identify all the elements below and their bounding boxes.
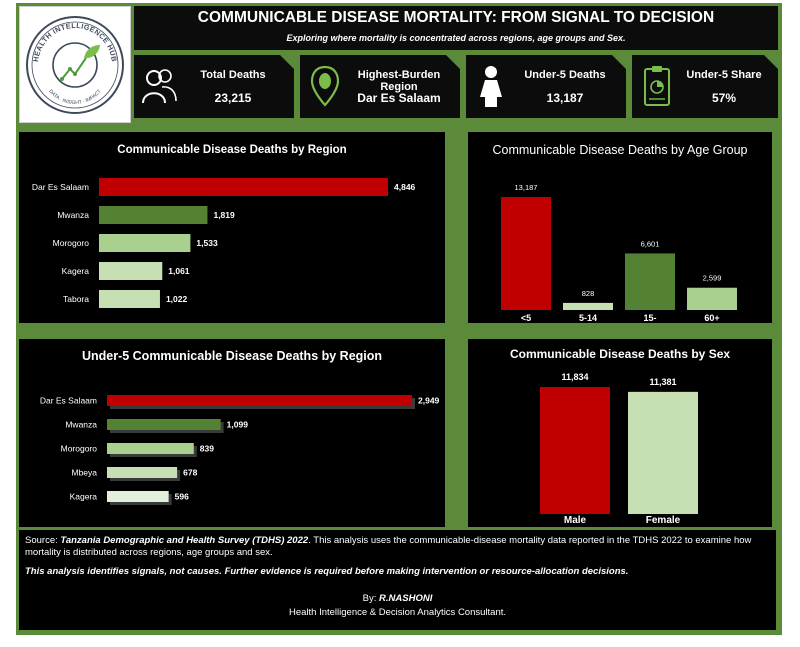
category-label-mbeya: Mbeya — [71, 468, 97, 478]
kpi-under5-share: Under-5 Share 57% — [632, 55, 778, 118]
author-role: Health Intelligence & Decision Analytics… — [288, 607, 507, 618]
chart-panel-deaths-by-region: Communicable Disease Deaths by Region Da… — [19, 132, 445, 323]
bar-dar-es-salaam — [107, 395, 412, 406]
kpi-value: Dar Es Salaam — [357, 91, 441, 105]
people-icon — [142, 69, 177, 104]
category-label-60: 60+ — [704, 313, 719, 323]
source-prefix: Source: — [25, 535, 61, 546]
data-label-morogoro: 1,533 — [196, 238, 218, 248]
category-label-kagera: Kagera — [70, 492, 98, 502]
chart-title: Communicable Disease Deaths by Region — [117, 144, 347, 156]
data-label-morogoro: 839 — [200, 444, 214, 454]
category-label-dar-es-salaam: Dar Es Salaam — [40, 396, 97, 406]
data-label-15: 6,601 — [641, 239, 660, 248]
chart-panel-deaths-by-age: Communicable Disease Deaths by Age Group… — [468, 132, 772, 323]
data-label-mbeya: 678 — [183, 468, 197, 478]
age-bar-chart: 13,187 <5 828 5-14 6,601 15- 2,599 60+ — [501, 183, 737, 323]
chart-panel-deaths-by-sex: Communicable Disease Deaths by Sex 11,83… — [468, 339, 772, 527]
page-subtitle: Exploring where mortality is concentrate… — [286, 33, 626, 43]
source-name: Tanzania Demographic and Health Survey (… — [60, 535, 309, 546]
bar-15 — [625, 253, 675, 310]
category-label-morogoro: Morogoro — [53, 238, 90, 248]
category-label-mwanza: Mwanza — [57, 210, 89, 220]
data-label-dar-es-salaam: 4,846 — [394, 182, 416, 192]
category-label-tabora: Tabora — [63, 294, 89, 304]
kpi-highest-burden-region: Highest-Burden Region Dar Es Salaam — [300, 55, 460, 118]
data-label-mwanza: 1,819 — [213, 210, 235, 220]
sex-bar-chart: 11,834 Male 11,381 Female — [540, 372, 698, 526]
category-label-morogoro: Morogoro — [61, 444, 98, 454]
page-title: COMMUNICABLE DISEASE MORTALITY: FROM SIG… — [197, 9, 715, 26]
category-label-15: 15- — [643, 313, 656, 323]
data-label-5-14: 828 — [582, 289, 595, 298]
category-label-mwanza: Mwanza — [65, 420, 97, 430]
kpi-label: Under-5 Deaths — [524, 69, 606, 81]
clipboard-icon — [644, 66, 670, 106]
bar-morogoro — [99, 234, 191, 252]
category-label-5: <5 — [521, 313, 531, 323]
header-banner: COMMUNICABLE DISEASE MORTALITY: FROM SIG… — [134, 6, 778, 50]
author-name: R.NASHONI — [379, 593, 433, 604]
data-label-dar-es-salaam: 2,949 — [418, 396, 440, 406]
bar-morogoro — [107, 443, 194, 454]
bar-male — [540, 387, 610, 514]
data-label-kagera: 1,061 — [168, 266, 190, 276]
by-label: By: — [362, 593, 380, 604]
source-note: Source: Tanzania Demographic and Health … — [25, 535, 769, 559]
category-label-male: Male — [564, 515, 587, 526]
child-icon — [480, 66, 502, 107]
bar-5 — [501, 197, 551, 310]
footer: Source: Tanzania Demographic and Health … — [19, 530, 776, 630]
bar-60 — [687, 287, 737, 310]
bar-mwanza — [99, 206, 208, 224]
data-label-male: 11,834 — [561, 372, 588, 382]
category-label-5-14: 5-14 — [579, 313, 597, 323]
kpi-label: Highest-Burden Region — [357, 69, 441, 93]
kpi-total-deaths: Total Deaths 23,215 — [134, 55, 294, 118]
source-rest: . This analysis uses the communicable-di… — [25, 535, 752, 558]
data-label-60: 2,599 — [703, 274, 722, 283]
chart-panel-under5-by-region: Under-5 Communicable Disease Deaths by R… — [19, 339, 445, 527]
chart-title: Communicable Disease Deaths by Sex — [509, 347, 731, 361]
data-label-kagera: 596 — [175, 492, 189, 502]
kpi-value: 23,215 — [214, 91, 252, 105]
category-label-female: Female — [646, 515, 681, 526]
bar-dar-es-salaam — [99, 178, 388, 196]
map-pin-icon — [310, 65, 340, 107]
under5-region-bar-chart: Dar Es Salaam 2,949 Mwanza 1,099 Morogoro 839… — [40, 395, 440, 505]
kpi-label: Total Deaths — [200, 69, 266, 81]
kpi-value: 13,187 — [546, 91, 584, 105]
kpi-under5-deaths: Under-5 Deaths 13,187 — [466, 55, 626, 118]
bar-kagera — [99, 262, 163, 280]
kpi-value: 57% — [711, 91, 737, 105]
bar-kagera — [107, 491, 169, 502]
disclaimer: This analysis identifies signals, not ca… — [25, 566, 629, 577]
bar-5-14 — [563, 302, 613, 310]
chart-title: Under-5 Communicable Disease Deaths by R… — [81, 349, 383, 363]
chart-title: Communicable Disease Deaths by Age Group — [492, 143, 748, 157]
category-label-dar-es-salaam: Dar Es Salaam — [32, 182, 89, 192]
category-label-kagera: Kagera — [62, 266, 90, 276]
logo: HEALTH INTELLIGENCE HUB DATA · INSIGHT ·… — [19, 6, 131, 123]
bar-female — [628, 391, 698, 514]
data-label-tabora: 1,022 — [166, 294, 188, 304]
author-line: By: R.NASHONI — [19, 593, 776, 604]
kpi-label: Under-5 Share — [686, 69, 762, 81]
data-label-5: 13,187 — [515, 183, 538, 192]
region-bar-chart: Dar Es Salaam 4,846 Mwanza 1,819 Morogoro 1,5… — [32, 178, 416, 308]
data-label-female: 11,381 — [649, 377, 676, 387]
bar-mbeya — [107, 467, 178, 478]
bar-mwanza — [107, 419, 221, 430]
bar-tabora — [99, 290, 160, 308]
data-label-mwanza: 1,099 — [227, 420, 249, 430]
